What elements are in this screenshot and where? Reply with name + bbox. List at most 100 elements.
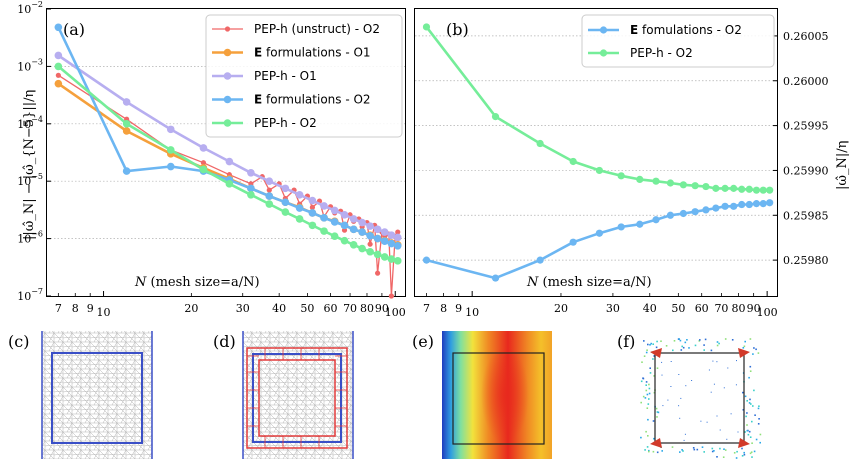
data-point xyxy=(393,257,402,265)
vector-dot xyxy=(655,346,658,349)
vector-dot xyxy=(671,446,674,448)
x-minor-tick-label: 80 xyxy=(360,302,374,315)
data-point xyxy=(330,218,339,226)
vector-dot xyxy=(645,430,647,433)
data-point xyxy=(380,237,389,246)
vector-dot xyxy=(749,370,752,372)
arrow-icon xyxy=(738,348,750,358)
data-point xyxy=(367,241,373,247)
data-point xyxy=(308,196,317,205)
vector-dot xyxy=(735,457,738,459)
data-point xyxy=(199,144,208,152)
x-minor-tick-label: 20 xyxy=(184,302,198,315)
data-point xyxy=(320,227,328,235)
legend-label: E fomulations - O2 xyxy=(630,23,742,37)
legend-marker xyxy=(223,48,232,57)
panel-label-e: (e) xyxy=(412,332,434,351)
vector-dot xyxy=(713,450,715,452)
vector-dot xyxy=(684,341,687,344)
vector-dot xyxy=(704,338,707,341)
vector-dot xyxy=(648,383,650,386)
vector-dot xyxy=(646,407,649,409)
vector-dot xyxy=(742,347,745,349)
vector-dot xyxy=(753,450,756,453)
vector-dot xyxy=(748,430,751,433)
vector-dot xyxy=(648,392,651,395)
legend-marker xyxy=(599,26,608,34)
legend-marker xyxy=(599,49,608,57)
vector-dot xyxy=(682,450,684,452)
vector-dot xyxy=(759,441,761,444)
vector-dot xyxy=(731,339,734,341)
vector-dot xyxy=(726,438,728,440)
panel-b-ylabel: |ω̂_N|/η xyxy=(835,141,850,190)
data-point xyxy=(666,179,675,187)
vector-dot xyxy=(661,361,663,363)
x-minor-tick-label: 90 xyxy=(375,302,389,315)
panel-b-frame xyxy=(414,8,778,297)
data-point xyxy=(617,172,625,180)
panel-b-legend: E fomulations - O2 PEP-h - O2 xyxy=(581,14,775,68)
vector-dot xyxy=(749,365,752,368)
svg-text:|ω̂_N|/η: |ω̂_N|/η xyxy=(835,141,850,190)
vector-dot xyxy=(679,339,682,342)
vector-dot xyxy=(696,448,699,451)
vector-dot xyxy=(667,399,669,401)
vector-dot xyxy=(713,383,715,385)
data-point xyxy=(281,184,290,193)
legend-marker xyxy=(224,26,231,32)
data-point xyxy=(595,166,604,175)
panel-c-mesh xyxy=(42,331,152,459)
panel-c-square xyxy=(51,352,143,444)
vector-dot xyxy=(753,389,755,392)
data-point xyxy=(281,198,290,207)
data-point xyxy=(358,218,366,227)
vector-dot xyxy=(699,339,701,341)
data-point xyxy=(349,215,358,223)
data-point xyxy=(122,120,131,128)
vector-dot xyxy=(751,420,753,423)
vector-dot xyxy=(698,340,701,342)
data-point xyxy=(295,215,304,223)
vector-dot xyxy=(681,345,683,348)
vector-dot xyxy=(708,369,710,371)
vector-dot xyxy=(644,397,647,399)
vector-dot xyxy=(649,344,651,346)
vector-dot xyxy=(665,345,668,347)
vector-dot xyxy=(656,411,659,413)
data-point xyxy=(281,208,290,216)
vector-dot xyxy=(733,452,736,454)
y-tick-label: 10−3 xyxy=(17,57,43,73)
data-point xyxy=(265,192,274,200)
data-point xyxy=(752,200,761,208)
data-point xyxy=(730,202,738,210)
vector-dot xyxy=(758,405,760,407)
legend-label: PEP-h - O2 xyxy=(630,46,693,60)
vector-dot xyxy=(647,435,649,437)
vector-dot xyxy=(701,446,704,448)
vector-dot xyxy=(718,342,720,345)
panel-c: (c) xyxy=(8,331,153,459)
data-point xyxy=(358,244,366,253)
vector-dot xyxy=(724,449,727,451)
vector-dot xyxy=(670,386,672,387)
vector-dot xyxy=(757,407,760,410)
data-point xyxy=(759,186,767,194)
vector-dot xyxy=(719,447,721,450)
y-tick-label: 0.25980 xyxy=(783,254,829,267)
vector-dot xyxy=(737,431,739,433)
vector-dot xyxy=(749,398,751,401)
vector-dot xyxy=(719,429,721,431)
panel-d-inner-layer xyxy=(258,359,336,437)
data-point xyxy=(738,185,746,193)
y-tick-label: 0.25995 xyxy=(783,120,829,133)
vector-dot xyxy=(742,409,745,411)
data-point xyxy=(309,204,316,210)
vector-dot xyxy=(693,448,696,451)
data-point xyxy=(122,98,131,106)
vector-dot xyxy=(646,393,649,396)
vector-dot xyxy=(653,391,656,394)
vector-dot xyxy=(680,397,682,399)
data-point xyxy=(691,208,699,216)
data-point xyxy=(122,167,131,175)
